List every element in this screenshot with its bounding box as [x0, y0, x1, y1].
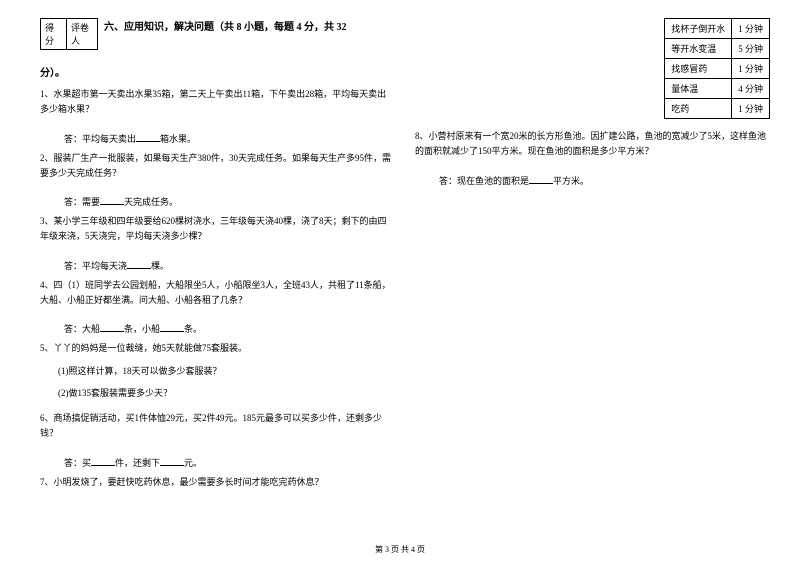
- grader-col-label: 评卷人: [67, 19, 97, 49]
- table-cell: 吃药: [665, 99, 732, 119]
- answer-4-mid: 条，小船: [124, 324, 160, 334]
- question-5a: (1)照这样计算，18天可以做多少套服装？: [58, 363, 395, 379]
- answer-6-post: 元。: [184, 458, 202, 468]
- table-cell: 1 分钟: [732, 59, 770, 79]
- table-cell: 找杯子倒开水: [665, 19, 732, 39]
- table-cell: 等开水变温: [665, 39, 732, 59]
- table-row: 吃药1 分钟: [665, 99, 770, 119]
- answer-1-pre: 答：平均每天卖出: [64, 134, 136, 144]
- question-2: 2、服装厂生产一批服装，如果每天生产380件，30天完成任务。如果每天生产多95…: [40, 151, 395, 182]
- score-col-label: 得分: [41, 19, 67, 49]
- question-8: 8、小营村原来有一个宽20米的长方形鱼池。因扩建公路，鱼池的宽减少了5米，这样鱼…: [415, 129, 770, 160]
- answer-4-post: 条。: [184, 324, 202, 334]
- answer-1-post: 箱水果。: [160, 134, 196, 144]
- table-cell: 量体温: [665, 79, 732, 99]
- answer-2-pre: 答：需要: [64, 197, 100, 207]
- answer-4: 答：大船 条，小船 条。: [64, 322, 395, 335]
- question-3: 3、某小学三年级和四年级要给620棵树浇水，三年级每天浇40棵，浇了8天；剩下的…: [40, 214, 395, 245]
- answer-2: 答：需要 天完成任务。: [64, 195, 395, 208]
- answer-1: 答：平均每天卖出 箱水果。: [64, 132, 395, 145]
- time-table-body: 找杯子倒开水1 分钟 等开水变温5 分钟 找感冒药1 分钟 量体温4 分钟 吃药…: [665, 19, 770, 119]
- answer-6-pre: 答：买: [64, 458, 91, 468]
- blank[interactable]: [160, 322, 184, 332]
- table-cell: 1 分钟: [732, 19, 770, 39]
- blank[interactable]: [136, 132, 160, 142]
- page-footer: 第 3 页 共 4 页: [0, 544, 800, 555]
- table-row: 找杯子倒开水1 分钟: [665, 19, 770, 39]
- blank[interactable]: [160, 456, 184, 466]
- question-7: 7、小明发烧了，要赶快吃药休息，最少需要多长时间才能吃完药休息？: [40, 475, 395, 490]
- blank[interactable]: [127, 259, 151, 269]
- blank[interactable]: [100, 195, 124, 205]
- answer-3-post: 棵。: [151, 261, 169, 271]
- section-title: 六、应用知识，解决问题（共 8 小题，每题 4 分，共 32: [104, 18, 347, 33]
- table-cell: 4 分钟: [732, 79, 770, 99]
- table-row: 等开水变温5 分钟: [665, 39, 770, 59]
- table-cell: 1 分钟: [732, 99, 770, 119]
- question-5b: (2)做135套服装需要多少天？: [58, 385, 395, 401]
- blank[interactable]: [91, 456, 115, 466]
- answer-3-pre: 答：平均每天浇: [64, 261, 127, 271]
- table-cell: 找感冒药: [665, 59, 732, 79]
- answer-8-pre: 答：现在鱼池的面积是: [439, 176, 529, 186]
- answer-3: 答：平均每天浇 棵。: [64, 259, 395, 272]
- answer-6-mid: 件，还剩下: [115, 458, 160, 468]
- answer-8-post: 平方米。: [553, 176, 589, 186]
- score-box: 得分 评卷人: [40, 18, 98, 50]
- section-title-tail: 分）。: [40, 64, 395, 79]
- table-row: 量体温4 分钟: [665, 79, 770, 99]
- table-row: 找感冒药1 分钟: [665, 59, 770, 79]
- question-1: 1、水果超市第一天卖出水果35箱，第二天上午卖出11箱，下午卖出28箱，平均每天…: [40, 87, 395, 118]
- blank[interactable]: [100, 322, 124, 332]
- table-cell: 5 分钟: [732, 39, 770, 59]
- answer-4-pre: 答：大船: [64, 324, 100, 334]
- blank[interactable]: [529, 174, 553, 184]
- question-6: 6、商场搞促销活动，买1件体恤29元，买2件49元。185元最多可以买多少件，还…: [40, 411, 395, 442]
- answer-8: 答：现在鱼池的面积是 平方米。: [439, 174, 770, 187]
- question-4: 4、四（1）班同学去公园划船，大船限坐5人，小船限坐3人，全班43人，共租了11…: [40, 278, 395, 309]
- answer-6: 答：买 件，还剩下 元。: [64, 456, 395, 469]
- answer-2-post: 天完成任务。: [124, 197, 178, 207]
- time-table: 找杯子倒开水1 分钟 等开水变温5 分钟 找感冒药1 分钟 量体温4 分钟 吃药…: [664, 18, 770, 119]
- question-5: 5、丫丫的妈妈是一位裁缝，她5天就能做75套服装。: [40, 341, 395, 356]
